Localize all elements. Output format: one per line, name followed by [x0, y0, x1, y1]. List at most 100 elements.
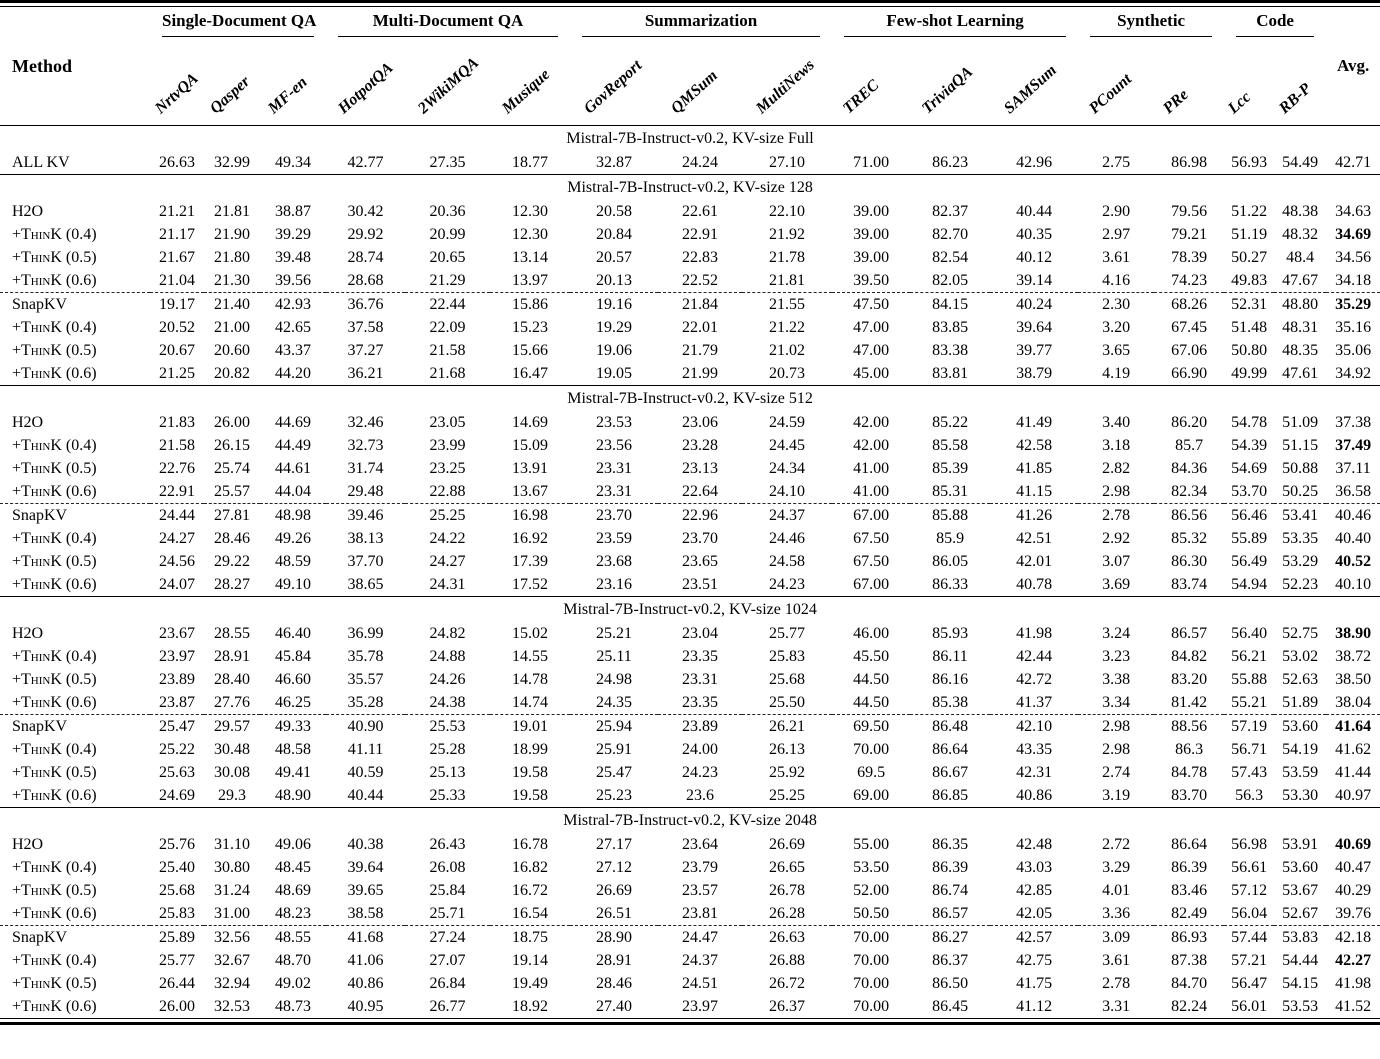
score-cell: 4.16: [1102, 271, 1131, 289]
score-cell: 22.83: [682, 248, 719, 266]
score-cell: 38.58: [347, 904, 384, 922]
score-cell: 29.92: [347, 225, 384, 243]
score-cell: 86.57: [932, 904, 969, 922]
score-cell: 44.50: [853, 670, 890, 688]
score-cell: 19.05: [596, 364, 633, 382]
score-cell: 48.32: [1282, 225, 1319, 243]
score-cell: 37.70: [347, 552, 384, 570]
score-cell: 26.69: [769, 835, 806, 853]
score-cell: 40.78: [1016, 575, 1053, 593]
score-cell: 56.01: [1231, 997, 1268, 1015]
score-cell: 21.92: [769, 225, 806, 243]
score-cell: 28.90: [570, 925, 659, 949]
score-cell: 23.06: [682, 413, 719, 431]
score-cell: 52.67: [1282, 904, 1319, 922]
score-cell: 25.22: [159, 740, 195, 758]
score-cell: 26.44: [159, 974, 195, 992]
score-cell: 53.67: [1282, 881, 1319, 899]
score-cell: 39.64: [347, 858, 384, 876]
score-cell: 28.68: [347, 271, 384, 289]
score-cell: 56.61: [1231, 858, 1268, 876]
score-cell: 86.11: [932, 647, 968, 665]
score-cell: 48.4: [1286, 248, 1315, 266]
score-cell: 22.09: [429, 318, 466, 336]
avg-cell: 40.52: [1335, 552, 1372, 570]
column-group-single-document-qa: Single-Document QA: [150, 7, 326, 41]
score-cell: 21.83: [159, 413, 195, 431]
score-cell: 26.08: [429, 858, 466, 876]
score-cell: 49.10: [275, 575, 311, 593]
score-cell: 25.84: [429, 881, 466, 899]
score-cell: 24.82: [429, 624, 466, 642]
table-row: +ThinK (0.5) 21.67 21.80 39.48 28.74 20.65 13.…: [0, 246, 1380, 269]
method-cell: +ThinK (0.5): [12, 670, 97, 688]
score-cell: 3.19: [1102, 786, 1131, 804]
score-cell: 78.39: [1171, 248, 1208, 266]
column-header-label: PRe: [1160, 86, 1193, 118]
score-cell: 24.23: [682, 763, 719, 781]
avg-cell: 40.10: [1335, 575, 1372, 593]
score-cell: 41.37: [1016, 693, 1053, 711]
score-cell: 41.49: [1016, 413, 1053, 431]
method-cell: +ThinK (0.4): [12, 647, 97, 665]
column-header-label: 2WikiMQA: [415, 54, 483, 118]
score-cell: 86.56: [1154, 503, 1225, 527]
score-cell: 20.60: [214, 341, 250, 359]
score-cell: 25.68: [769, 670, 806, 688]
score-cell: 24.47: [658, 925, 743, 949]
score-cell: 21.25: [159, 364, 195, 382]
score-cell: 35.28: [347, 693, 384, 711]
score-cell: 83.81: [932, 364, 969, 382]
score-cell: 25.89: [150, 925, 204, 949]
score-cell: 21.02: [769, 341, 806, 359]
score-cell: 2.82: [1102, 459, 1131, 477]
table-body: Mistral-7B-Instruct-v0.2, KV-size Full AL…: [0, 126, 1380, 1019]
score-cell: 20.65: [429, 248, 466, 266]
score-cell: 38.65: [347, 575, 384, 593]
score-cell: 16.92: [512, 529, 549, 547]
avg-cell: 34.92: [1335, 364, 1372, 382]
score-cell: 25.21: [596, 624, 633, 642]
column-header-label: MultiNews: [753, 56, 819, 118]
score-cell: 24.69: [159, 786, 195, 804]
score-cell: 3.23: [1102, 647, 1131, 665]
score-cell: 19.14: [512, 951, 549, 969]
score-cell: 21.67: [159, 248, 195, 266]
column-header-govreport: GovReport: [570, 41, 659, 126]
score-cell: 40.44: [1016, 202, 1053, 220]
score-cell: 22.88: [429, 482, 466, 500]
section-title-row: Mistral-7B-Instruct-v0.2, KV-size 2048: [0, 807, 1380, 833]
score-cell: 40.90: [326, 714, 406, 738]
table-row: SnapKV 24.44 27.81 48.98 39.46 25.25 16.98 23.7…: [0, 503, 1380, 527]
score-cell: 36.76: [326, 292, 406, 316]
score-cell: 28.46: [214, 529, 250, 547]
score-cell: 54.78: [1231, 413, 1268, 431]
column-header-label: Musique: [498, 65, 554, 118]
avg-cell: 34.18: [1335, 271, 1372, 289]
score-cell: 86.05: [932, 552, 969, 570]
score-cell: 41.00: [853, 482, 890, 500]
table-row: SnapKV 19.17 21.40 42.93 36.76 22.44 15.86 19.1…: [0, 292, 1380, 316]
score-cell: 26.63: [742, 925, 833, 949]
score-cell: 47.00: [853, 341, 890, 359]
score-cell: 27.17: [596, 835, 633, 853]
score-cell: 50.27: [1231, 248, 1268, 266]
score-cell: 23.31: [682, 670, 719, 688]
score-cell: 23.16: [596, 575, 633, 593]
score-cell: 85.38: [932, 693, 969, 711]
column-group-summarization: Summarization: [570, 7, 832, 41]
score-cell: 48.69: [275, 881, 311, 899]
score-cell: 3.38: [1102, 670, 1131, 688]
score-cell: 67.50: [853, 529, 890, 547]
score-cell: 32.94: [214, 974, 250, 992]
score-cell: 21.58: [159, 436, 195, 454]
score-cell: 25.57: [214, 482, 250, 500]
score-cell: 69.5: [857, 763, 886, 781]
score-cell: 86.3: [1175, 740, 1204, 758]
score-cell: 23.81: [682, 904, 719, 922]
score-cell: 42.57: [990, 925, 1079, 949]
section-title-row: Mistral-7B-Instruct-v0.2, KV-size Full: [0, 126, 1380, 152]
score-cell: 54.49: [1282, 153, 1319, 171]
score-cell: 24.00: [682, 740, 719, 758]
score-cell: 48.80: [1274, 292, 1327, 316]
